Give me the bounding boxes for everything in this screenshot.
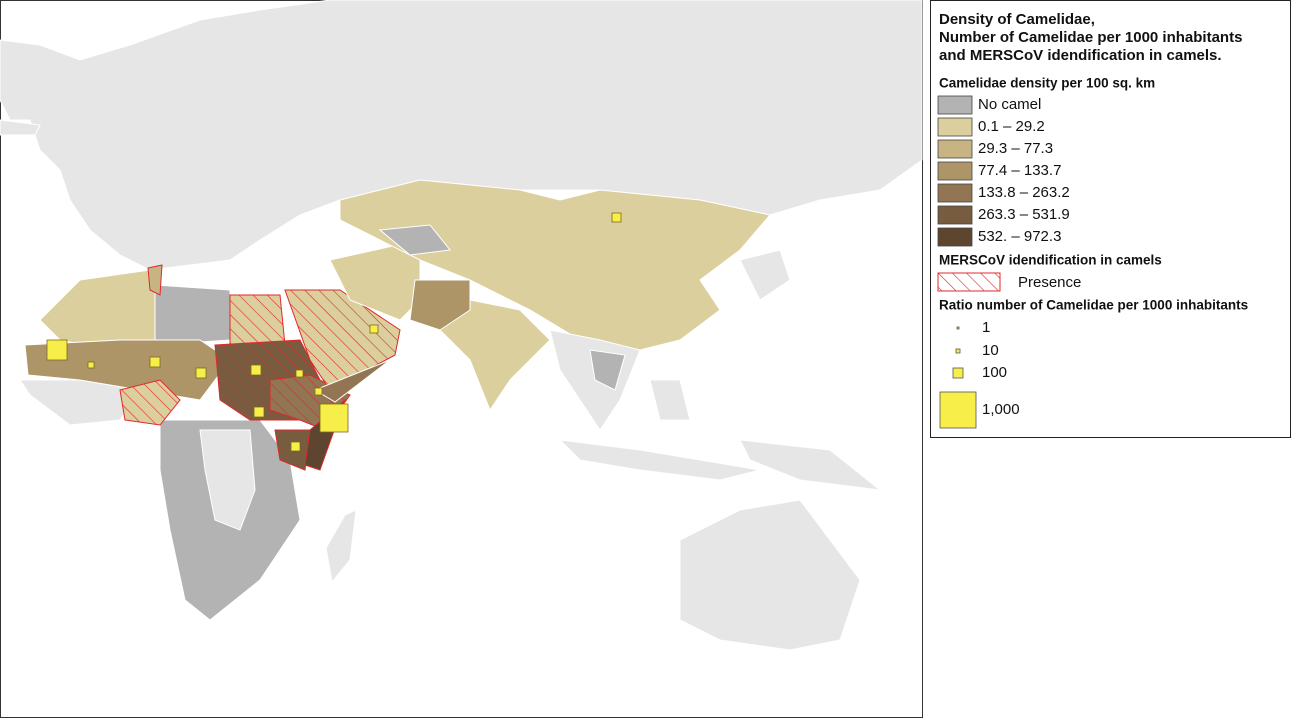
density-label: 77.4 – 133.7 xyxy=(978,162,1061,179)
mers-label: Presence xyxy=(1018,274,1081,291)
ratio-squares xyxy=(46,212,622,452)
ratio-label: 10 xyxy=(982,342,999,359)
ratio-label: 1 xyxy=(982,319,990,336)
map xyxy=(0,0,923,718)
legend-title: and MERSCoV idendification in camels. xyxy=(939,47,1222,64)
density-swatch xyxy=(937,183,973,203)
ratio-swatch xyxy=(955,348,961,354)
density-label: 263.3 – 531.9 xyxy=(978,206,1070,223)
density-swatch xyxy=(937,161,973,181)
density-label: 133.8 – 263.2 xyxy=(978,184,1070,201)
legend-title: Density of Camelidae, xyxy=(939,11,1095,28)
density-label: 0.1 – 29.2 xyxy=(978,118,1045,135)
ratio-label: 100 xyxy=(982,364,1007,381)
ratio-swatch xyxy=(952,367,964,379)
density-swatch xyxy=(937,205,973,225)
legend-title: Number of Camelidae per 1000 inhabitants xyxy=(939,29,1242,46)
density-label: 29.3 – 77.3 xyxy=(978,140,1053,157)
ratio-heading: Ratio number of Camelidae per 1000 inhab… xyxy=(939,298,1248,313)
density-label: No camel xyxy=(978,96,1041,113)
ratio-swatch xyxy=(956,326,960,330)
density-swatch xyxy=(937,117,973,137)
mers-heading: MERSCoV idendification in camels xyxy=(939,253,1162,268)
density-label: 532. – 972.3 xyxy=(978,228,1061,245)
legend xyxy=(930,0,1291,438)
ratio-label: 1,000 xyxy=(982,401,1020,418)
density-swatch xyxy=(937,139,973,159)
density-heading: Camelidae density per 100 sq. km xyxy=(939,76,1155,91)
density-swatch xyxy=(937,227,973,247)
ratio-swatch xyxy=(939,391,977,429)
density-swatch xyxy=(937,95,973,115)
mers-swatch-fill xyxy=(937,272,1001,292)
